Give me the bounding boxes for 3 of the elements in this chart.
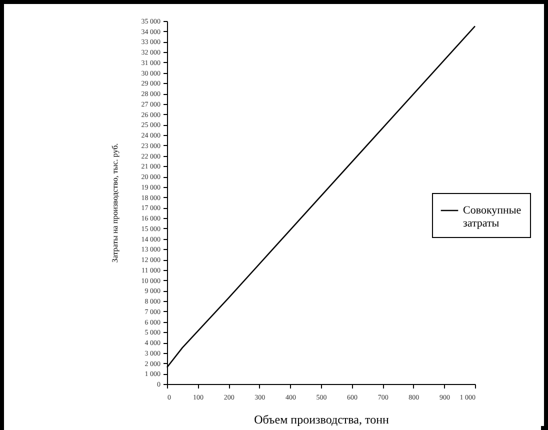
legend-label: Совокупные затраты (463, 204, 522, 230)
x-axis-title: Объем производства, тонн (254, 412, 390, 426)
y-axis-title: Затраты на производство, тыс. руб. (110, 143, 120, 263)
